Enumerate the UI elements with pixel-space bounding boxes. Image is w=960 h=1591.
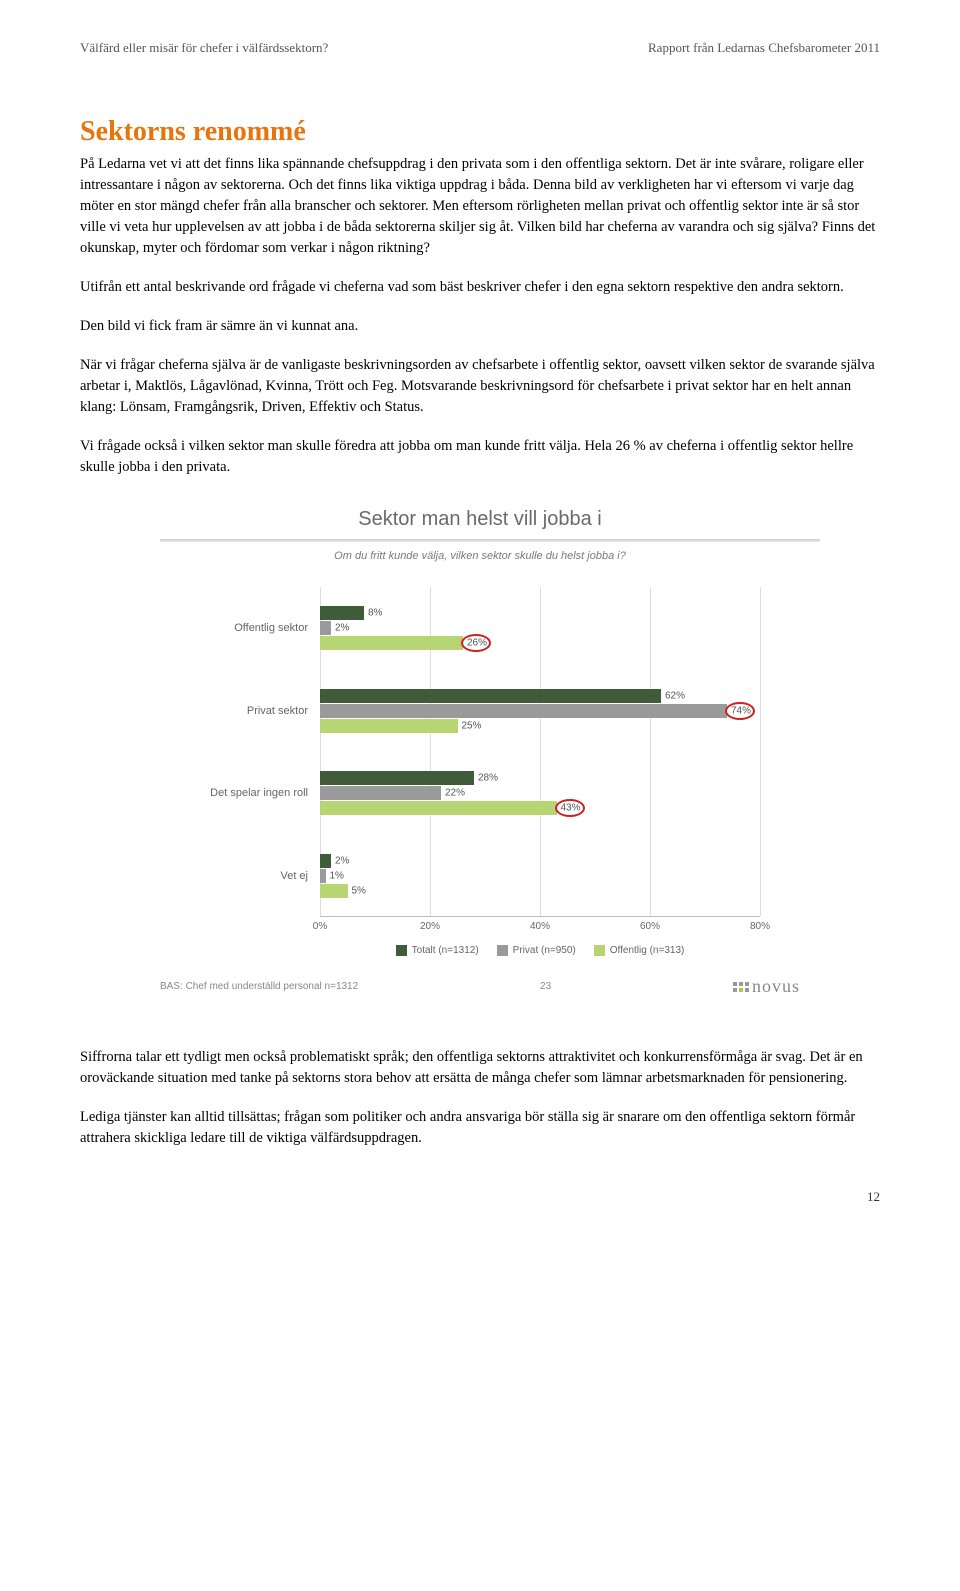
chart-bar: 62% xyxy=(320,689,661,703)
chart-bar-label: 25% xyxy=(458,720,482,731)
chart-legend-item: Offentlig (n=313) xyxy=(594,945,685,956)
chart-bar: 43% xyxy=(320,801,557,815)
chart-category: Offentlig sektor8%2%26% xyxy=(320,597,760,659)
paragraph-1: På Ledarna vet vi att det finns lika spä… xyxy=(80,154,880,259)
page-header: Välfärd eller misär för chefer i välfärd… xyxy=(80,40,880,56)
chart-bar: 25% xyxy=(320,719,458,733)
chart-legend-swatch xyxy=(594,945,605,956)
chart-legend-label: Totalt (n=1312) xyxy=(412,945,479,956)
paragraph-6: Siffrorna talar ett tydligt men också pr… xyxy=(80,1047,880,1089)
chart-category-label: Offentlig sektor xyxy=(234,622,320,634)
chart-bar-label: 5% xyxy=(348,885,366,896)
chart-footer-center: 23 xyxy=(540,981,551,992)
chart-x-tick: 40% xyxy=(530,921,550,932)
chart-footer: BAS: Chef med underställd personal n=131… xyxy=(120,976,840,997)
chart-category: Det spelar ingen roll28%22%43% xyxy=(320,762,760,824)
chart-bar-row: 5% xyxy=(320,884,760,898)
chart-legend-label: Offentlig (n=313) xyxy=(610,945,685,956)
chart-bar-row: 26% xyxy=(320,636,760,650)
chart-bar-row: 2% xyxy=(320,854,760,868)
chart-bar-label: 62% xyxy=(661,690,685,701)
chart-x-tick: 80% xyxy=(750,921,770,932)
chart-highlight-circle xyxy=(461,634,491,652)
section-title: Sektorns renommé xyxy=(80,116,880,148)
chart-bar-row: 28% xyxy=(320,771,760,785)
chart-bar-label: 22% xyxy=(441,788,465,799)
chart-bar-label: 2% xyxy=(331,855,349,866)
chart-legend-swatch xyxy=(396,945,407,956)
chart-legend-item: Privat (n=950) xyxy=(497,945,576,956)
header-right: Rapport från Ledarnas Chefsbarometer 201… xyxy=(648,40,880,56)
chart-category: Privat sektor62%74%25% xyxy=(320,680,760,742)
chart-bar-row: 62% xyxy=(320,689,760,703)
chart-gridline xyxy=(760,587,761,916)
chart-legend-item: Totalt (n=1312) xyxy=(396,945,479,956)
chart-x-tick: 60% xyxy=(640,921,660,932)
chart-bar: 74% xyxy=(320,704,727,718)
chart-subtitle: Om du fritt kunde välja, vilken sektor s… xyxy=(120,550,840,562)
chart-bar: 1% xyxy=(320,869,326,883)
paragraph-5: Vi frågade också i vilken sektor man sku… xyxy=(80,436,880,478)
paragraph-7: Lediga tjänster kan alltid tillsättas; f… xyxy=(80,1107,880,1149)
chart-body: Offentlig sektor8%2%26% Privat sektor62%7… xyxy=(320,587,760,956)
chart-x-tick: 0% xyxy=(313,921,327,932)
chart-bar-row: 25% xyxy=(320,719,760,733)
chart-category-label: Det spelar ingen roll xyxy=(210,787,320,799)
chart-category-label: Vet ej xyxy=(280,870,320,882)
chart-bar-row: 1% xyxy=(320,869,760,883)
chart-grid: Offentlig sektor8%2%26% Privat sektor62%7… xyxy=(320,587,760,917)
chart-bar-row: 74% xyxy=(320,704,760,718)
chart-bar-label: 28% xyxy=(474,773,498,784)
chart-bar-row: 43% xyxy=(320,801,760,815)
chart-bar-label: 2% xyxy=(331,623,349,634)
paragraph-3: Den bild vi fick fram är sämre än vi kun… xyxy=(80,316,880,337)
chart-bar-label: 1% xyxy=(326,870,344,881)
page-number: 12 xyxy=(80,1189,880,1205)
paragraph-4: När vi frågar cheferna själva är de vanl… xyxy=(80,355,880,418)
header-left: Välfärd eller misär för chefer i välfärd… xyxy=(80,40,328,56)
paragraph-2: Utifrån ett antal beskrivande ord frågad… xyxy=(80,277,880,298)
chart-bar: 28% xyxy=(320,771,474,785)
novus-brand-text: novus xyxy=(752,976,800,997)
novus-logo: novus xyxy=(733,976,800,997)
chart-bar-row: 22% xyxy=(320,786,760,800)
chart-bar: 26% xyxy=(320,636,463,650)
chart-highlight-circle xyxy=(725,702,755,720)
chart-bar-row: 8% xyxy=(320,606,760,620)
chart-bar: 2% xyxy=(320,854,331,868)
chart-bar-label: 8% xyxy=(364,608,382,619)
chart-divider xyxy=(160,539,820,542)
chart-footer-left: BAS: Chef med underställd personal n=131… xyxy=(160,981,358,992)
chart-x-axis: 0%20%40%60%80% xyxy=(320,917,760,937)
chart-bar: 5% xyxy=(320,884,348,898)
chart: Sektor man helst vill jobba i Om du frit… xyxy=(120,508,840,997)
chart-bar: 8% xyxy=(320,606,364,620)
chart-bar: 22% xyxy=(320,786,441,800)
chart-title: Sektor man helst vill jobba i xyxy=(120,508,840,531)
chart-legend-label: Privat (n=950) xyxy=(513,945,576,956)
chart-bar: 2% xyxy=(320,621,331,635)
chart-category-label: Privat sektor xyxy=(247,705,320,717)
chart-bar-row: 2% xyxy=(320,621,760,635)
chart-x-tick: 20% xyxy=(420,921,440,932)
novus-dots-icon xyxy=(733,982,749,992)
chart-legend-swatch xyxy=(497,945,508,956)
chart-category: Vet ej2%1%5% xyxy=(320,845,760,907)
chart-highlight-circle xyxy=(555,799,585,817)
chart-legend: Totalt (n=1312) Privat (n=950) Offentlig (… xyxy=(320,945,760,956)
